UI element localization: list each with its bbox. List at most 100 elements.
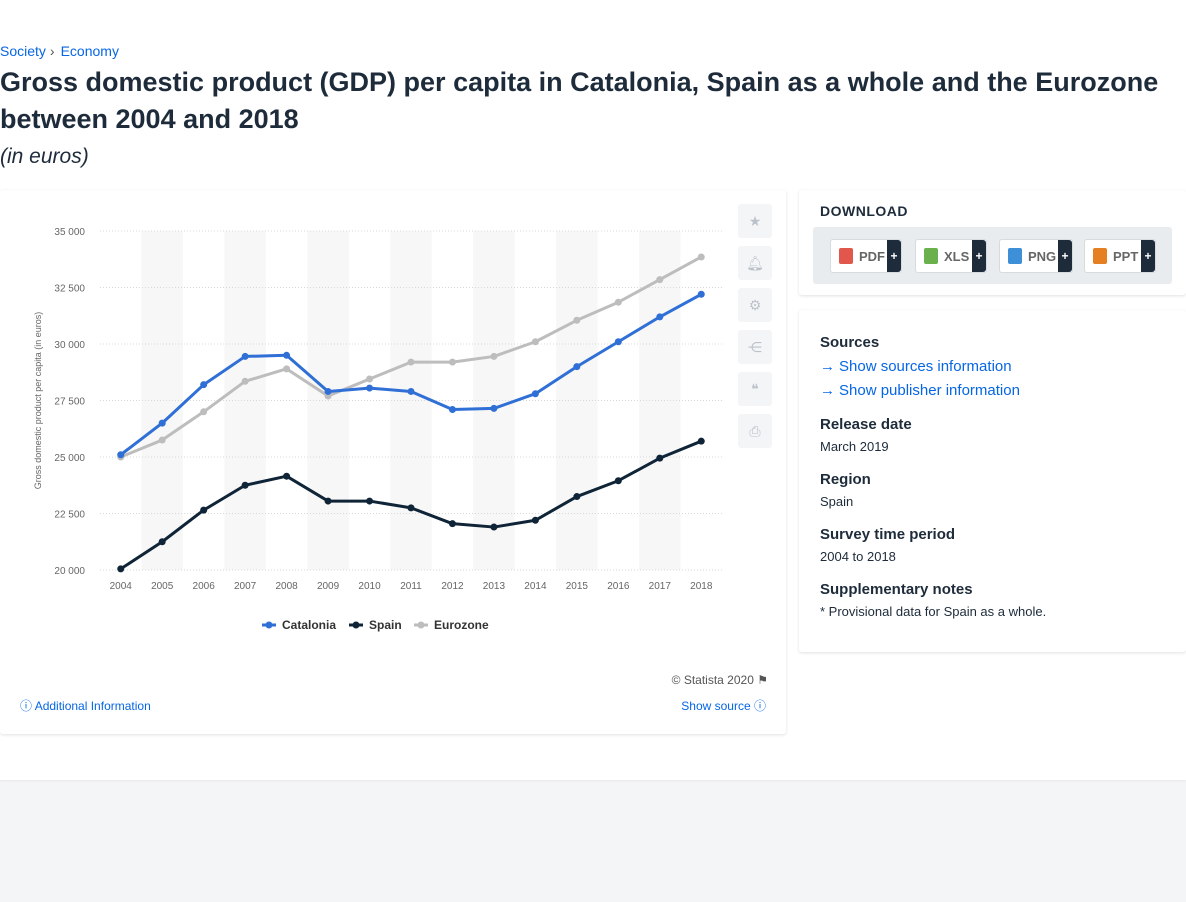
data-point-spain <box>656 454 664 462</box>
xls-file-icon <box>924 248 938 264</box>
show-publisher-link[interactable]: → Show publisher information <box>820 382 1020 399</box>
data-point-eurozone <box>366 375 374 383</box>
legend-entry-spain[interactable]: Spain <box>369 618 402 632</box>
show-source-label: Show source <box>681 699 751 713</box>
data-point-catalonia <box>200 381 208 389</box>
bell-icon: 🔔︎ <box>746 254 764 271</box>
y-axis-label: Gross domestic product per capita (in eu… <box>33 312 43 490</box>
arrow-right-icon: → <box>820 382 835 399</box>
legend-swatch-dot <box>352 621 360 629</box>
data-point-eurozone <box>614 298 622 306</box>
page-title: Gross domestic product (GDP) per capita … <box>0 67 1159 134</box>
x-tick-label: 2009 <box>317 581 340 592</box>
cite-button[interactable]: ❝ <box>738 372 772 406</box>
info-icon: ⓘ <box>20 699 33 713</box>
data-point-eurozone <box>200 408 208 416</box>
share-button[interactable]: ⋲ <box>738 330 772 364</box>
show-source-link[interactable]: Show source ⓘ <box>681 697 766 714</box>
breadcrumb-separator: › <box>49 43 55 59</box>
x-tick-label: 2012 <box>441 581 464 592</box>
print-icon: ⎙ <box>749 422 761 439</box>
chart-card: 20 000 22 500 25 000 27 500 30 000 32 500 35 0… <box>0 190 786 734</box>
star-icon: ★ <box>748 212 762 229</box>
data-point-catalonia <box>656 313 664 321</box>
x-tick-label: 2018 <box>690 581 713 592</box>
download-pdf-label: PDF <box>859 248 885 264</box>
download-xls-button[interactable]: XLS + <box>915 239 987 273</box>
data-point-catalonia <box>407 387 415 395</box>
copyright-notice: © Statista 2020 ⚑ <box>672 673 768 687</box>
data-point-catalonia <box>490 404 498 412</box>
data-point-eurozone <box>573 316 581 324</box>
x-tick-label: 2011 <box>400 581 422 592</box>
data-point-eurozone <box>158 436 166 444</box>
notification-button[interactable]: 🔔︎ <box>738 246 772 280</box>
supplementary-notes-heading: Supplementary notes <box>820 581 973 598</box>
data-point-catalonia <box>531 390 539 398</box>
additional-info-label: Additional Information <box>34 699 151 713</box>
legend-swatch-dot <box>417 621 425 629</box>
show-sources-link[interactable]: → Show sources information <box>820 358 1012 375</box>
x-tick-label: 2014 <box>524 581 547 592</box>
copyright-text: © Statista 2020 <box>671 673 754 687</box>
settings-button[interactable]: ⚙ <box>738 288 772 322</box>
flag-icon[interactable]: ⚑ <box>757 673 768 687</box>
data-point-catalonia <box>614 338 622 346</box>
column-band <box>390 231 432 570</box>
download-pdf-button[interactable]: PDF + <box>830 239 902 273</box>
data-point-eurozone <box>241 377 249 385</box>
sources-heading: Sources <box>820 334 880 351</box>
plus-icon: + <box>1141 240 1155 272</box>
data-point-eurozone <box>697 253 705 261</box>
download-png-button[interactable]: PNG + <box>999 239 1073 273</box>
x-tick-label: 2006 <box>193 581 216 592</box>
data-point-spain <box>158 538 166 546</box>
line-chart: 20 000 22 500 25 000 27 500 30 000 32 500 35 0… <box>33 227 722 632</box>
ppt-file-icon <box>1093 248 1107 264</box>
page-top-area: Society › Economy Gross domestic product (… <box>0 0 1186 766</box>
y-tick-label: 20 000 <box>54 566 85 577</box>
data-point-spain <box>366 497 374 505</box>
x-tick-label: 2013 <box>483 581 506 592</box>
breadcrumb-economy-link[interactable]: Economy <box>60 43 119 59</box>
x-tick-label: 2008 <box>275 581 298 592</box>
data-point-spain <box>241 481 249 489</box>
x-tick-label: 2017 <box>649 581 672 592</box>
quote-icon: ❝ <box>751 380 759 397</box>
lower-content-strip <box>0 760 1186 780</box>
y-tick-label: 35 000 <box>54 227 85 238</box>
data-point-catalonia <box>697 290 705 298</box>
favorite-button[interactable]: ★ <box>738 204 772 238</box>
x-tick-label: 2007 <box>234 581 257 592</box>
y-tick-label: 22 500 <box>54 510 85 521</box>
release-date-heading: Release date <box>820 416 912 433</box>
page-subtitle: (in euros) <box>0 145 89 168</box>
breadcrumb-society-link[interactable]: Society <box>0 43 46 59</box>
data-point-eurozone <box>656 276 664 284</box>
data-point-catalonia <box>241 352 249 360</box>
x-tick-label: 2010 <box>358 581 381 592</box>
legend-entry-catalonia[interactable]: Catalonia <box>282 618 336 632</box>
data-point-eurozone <box>448 358 456 366</box>
download-ppt-label: PPT <box>1113 248 1139 264</box>
download-ppt-button[interactable]: PPT + <box>1084 239 1156 273</box>
y-tick-label: 30 000 <box>54 340 85 351</box>
x-tick-label: 2015 <box>566 581 589 592</box>
data-point-spain <box>117 565 125 573</box>
x-tick-label: 2005 <box>151 581 174 592</box>
y-tick-label: 27 500 <box>54 397 85 408</box>
additional-info-link[interactable]: ⓘ Additional Information <box>20 697 151 714</box>
print-button[interactable]: ⎙ <box>738 414 772 448</box>
download-bar: PDF + XLS + PNG + PPT + <box>813 227 1172 284</box>
legend-entry-eurozone[interactable]: Eurozone <box>434 618 489 632</box>
download-title: DOWNLOAD <box>820 203 908 219</box>
column-band <box>141 231 183 570</box>
data-point-catalonia <box>117 451 125 459</box>
download-card: DOWNLOAD PDF + XLS + PNG + PPT + <box>799 190 1186 295</box>
show-publisher-label: Show publisher information <box>839 382 1020 399</box>
data-point-spain <box>614 477 622 485</box>
column-band <box>556 231 598 570</box>
legend-swatch-dot <box>265 621 273 629</box>
png-file-icon <box>1008 248 1022 264</box>
data-point-spain <box>283 472 291 480</box>
